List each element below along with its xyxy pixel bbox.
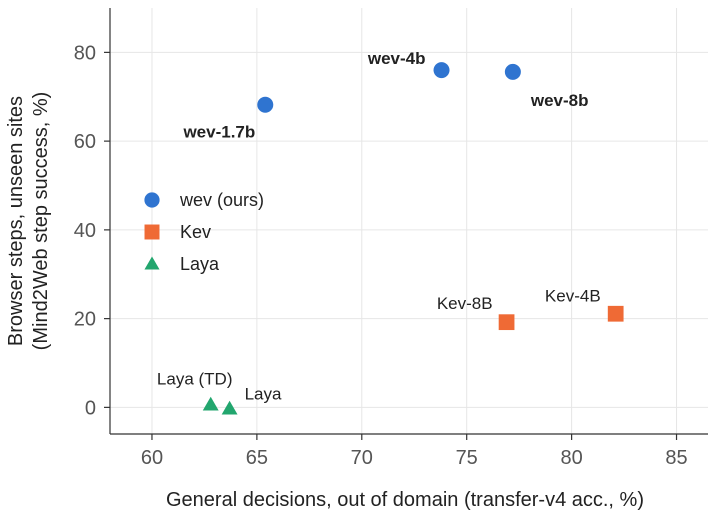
point-label: wev-1.7b — [182, 123, 255, 142]
data-point-square — [607, 305, 624, 322]
point-labels: wev-1.7b wev-4b wev-8b Kev-8B Kev-4B Laya (TD… — [157, 49, 601, 404]
data-point-square — [498, 314, 515, 331]
point-label: Laya (TD) — [157, 370, 233, 389]
legend: wev (ours) Kev Laya — [144, 190, 264, 274]
y-tick-label: 60 — [74, 131, 96, 153]
x-tick-label: 65 — [246, 447, 268, 469]
point-label: Kev-8B — [437, 294, 493, 313]
x-axis-title: General decisions, out of domain (transf… — [166, 489, 644, 511]
y-tick-label: 80 — [74, 42, 96, 64]
x-tick-label: 80 — [560, 447, 582, 469]
legend-marker-circle — [144, 192, 160, 208]
x-tick-label: 75 — [456, 447, 478, 469]
x-tick-label: 70 — [351, 447, 373, 469]
legend-marker-triangle — [144, 256, 160, 270]
y-tick-label: 20 — [74, 309, 96, 331]
data-point-triangle — [221, 400, 238, 415]
legend-marker-square — [144, 224, 160, 240]
y-tick-label: 40 — [74, 220, 96, 242]
legend-label: Kev — [180, 222, 211, 242]
data-point-circle — [433, 62, 450, 79]
legend-label: wev (ours) — [179, 190, 264, 210]
point-label: wev-8b — [530, 91, 589, 110]
y-axis-title-line-1: Browser steps, unseen sites — [5, 96, 27, 346]
data-point-circle — [504, 63, 521, 80]
data-points — [202, 62, 624, 415]
x-tick-label: 60 — [141, 447, 163, 469]
point-label: Laya — [245, 385, 282, 404]
point-label: wev-4b — [367, 49, 426, 68]
y-axis-title-line-2: (Mind2Web step success, %) — [30, 92, 52, 351]
data-point-triangle — [202, 396, 219, 411]
legend-label: Laya — [180, 254, 220, 274]
axes: 60 65 70 75 80 85 0 20 40 60 80 — [74, 8, 708, 469]
data-point-circle — [257, 96, 274, 113]
x-tick-label: 85 — [665, 447, 687, 469]
point-label: Kev-4B — [545, 287, 601, 306]
y-tick-label: 0 — [85, 397, 96, 419]
